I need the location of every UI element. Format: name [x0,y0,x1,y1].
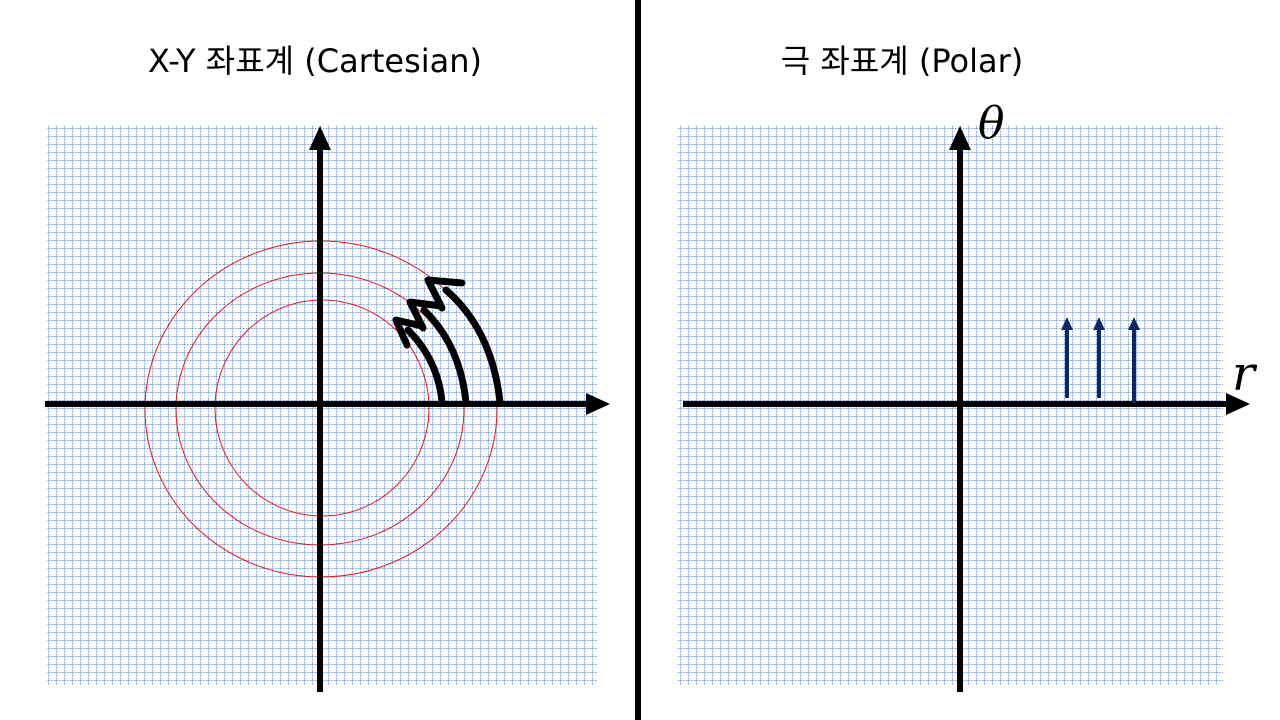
r-arrow-2-head [1093,317,1105,330]
rotation-arrows [392,276,504,406]
y-axis-arrowhead [309,126,331,150]
rotation-arrow-outer-head [424,276,466,312]
theta-axis-arrowhead [949,126,971,150]
r-axis-arrowhead [1226,393,1250,415]
theta-label: θ [978,98,1005,149]
cartesian-title: X-Y 좌표계 (Cartesian) [147,42,483,80]
r-label: r [1232,346,1258,402]
polar-title: 극 좌표계 (Polar) [780,42,1024,80]
panel-divider [635,0,641,720]
rotation-arrow-inner-head [392,316,426,349]
r-arrow-3-head [1128,317,1140,330]
x-axis-arrowhead [586,393,610,415]
rotation-arrow-middle-head [406,298,445,332]
rotation-arrow-inner [404,326,446,406]
r-arrows [1061,317,1140,403]
rotation-arrow-outer [442,286,504,406]
rotation-arrow-middle [420,306,470,406]
r-arrow-1-head [1061,317,1073,330]
